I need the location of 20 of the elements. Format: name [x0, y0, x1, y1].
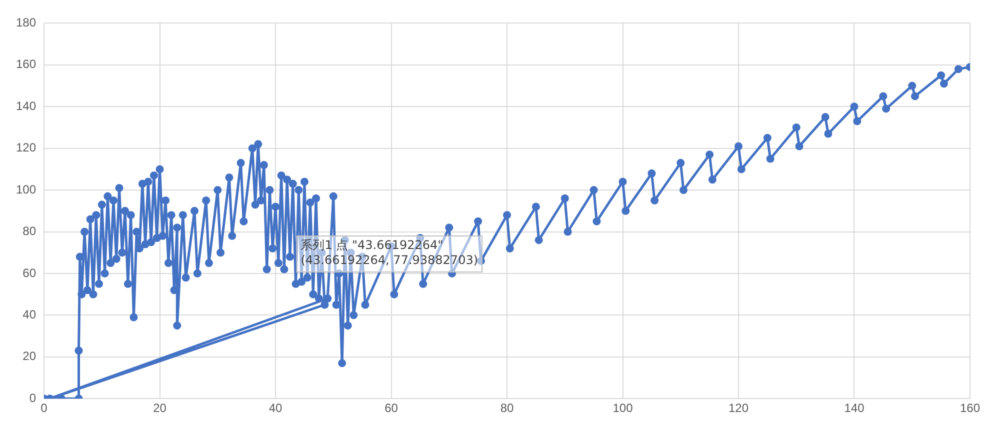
- y-tick-label: 0: [29, 390, 36, 405]
- annotation: 系列1 点 "43.66192264" (43.66192264, 77.93882703): [300, 238, 478, 268]
- x-tick-label: 160: [960, 401, 980, 416]
- x-tick-label: 120: [728, 401, 749, 416]
- y-tick-label: 60: [22, 266, 36, 280]
- y-tick-label: 140: [16, 98, 36, 113]
- y-tick-label: 100: [16, 182, 36, 196]
- x-tick-label: 20: [153, 401, 167, 416]
- y-tick-label: 180: [16, 16, 36, 30]
- x-tick-label: 140: [844, 401, 865, 416]
- y-tick-label: 160: [16, 57, 36, 72]
- x-tick-label: 100: [612, 401, 634, 416]
- y-tick-label: 40: [22, 307, 36, 322]
- x-tick-label: 40: [268, 401, 283, 416]
- x-tick-label: 60: [384, 401, 398, 416]
- x-tick-label: 0: [40, 401, 48, 416]
- y-tick-label: 80: [22, 224, 36, 238]
- x-tick-label: 80: [500, 401, 514, 416]
- y-tick-label: 20: [22, 349, 36, 364]
- y-tick-label: 120: [16, 140, 36, 155]
